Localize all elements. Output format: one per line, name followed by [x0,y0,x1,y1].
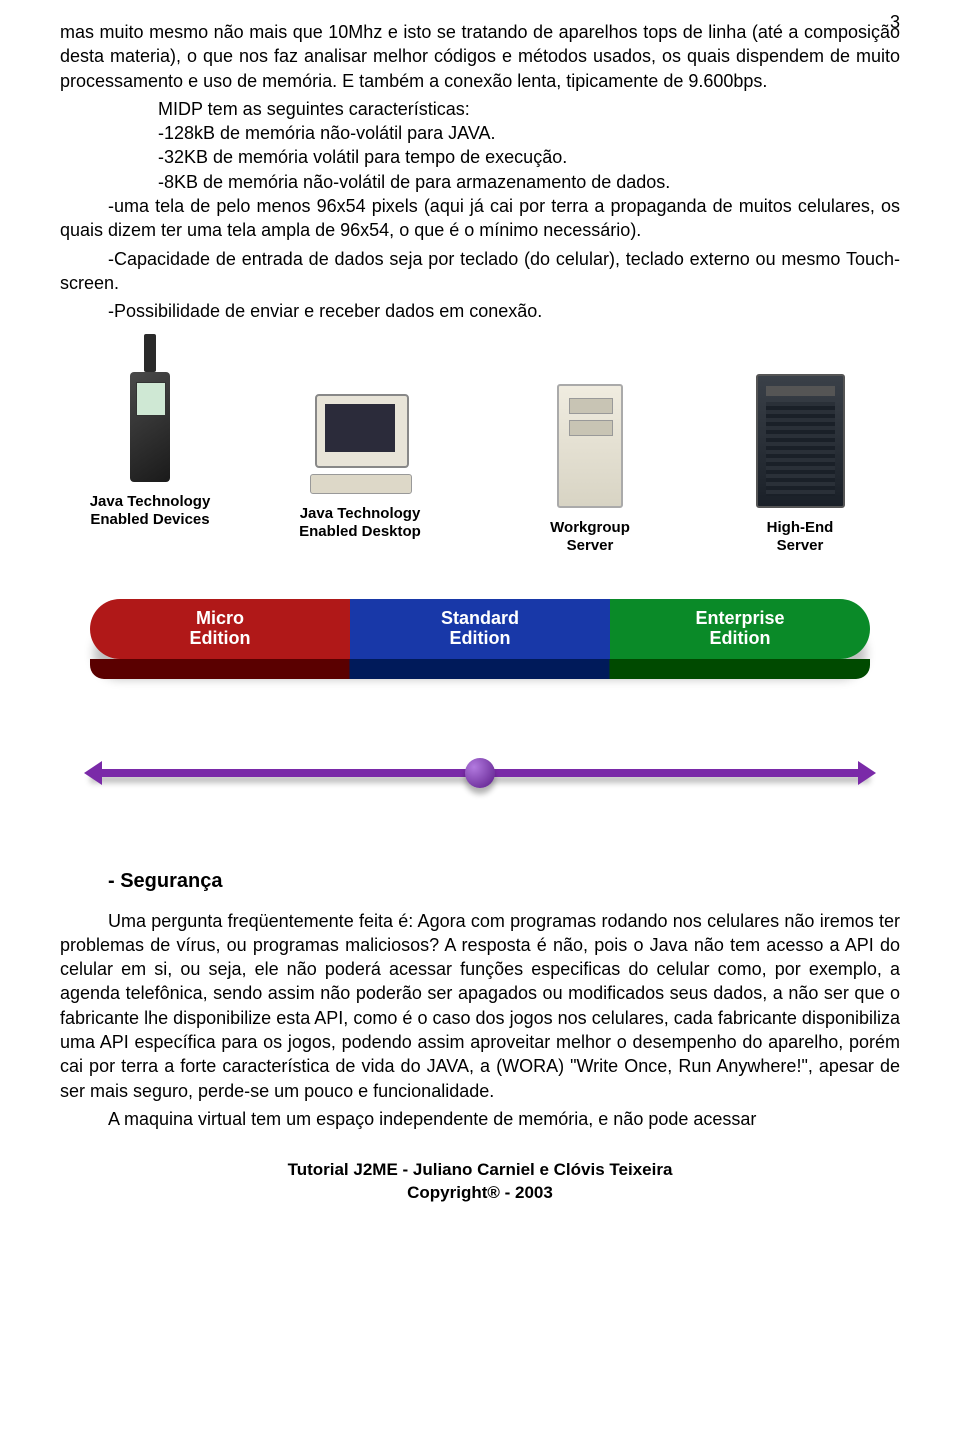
device-label-workgroup: Workgroup Server [515,519,665,555]
edition-standard: Standard Edition [350,599,610,659]
edition-bar: Micro Edition Standard Edition Enterpris… [90,599,870,694]
midp-bullet-2: -32KB de memória volátil para tempo de e… [60,145,900,169]
paragraph-input: -Capacidade de entrada de dados seja por… [60,247,900,296]
edition-micro: Micro Edition [90,599,350,659]
security-paragraph-1: Uma pergunta freqüentemente feita é: Ago… [60,909,900,1103]
device-label-desktop: Java Technology Enabled Desktop [270,505,450,541]
high-end-server-icon [756,374,845,508]
paragraph-intro: mas muito mesmo não mais que 10Mhz e ist… [60,20,900,93]
footer-line-2: Copyright® - 2003 [60,1182,900,1205]
footer-line-1: Tutorial J2ME - Juliano Carniel e Clóvis… [60,1159,900,1182]
midp-bullet-3: -8KB de memória não-volátil de para arma… [60,170,900,194]
paragraph-conn: -Possibilidade de enviar e receber dados… [60,299,900,323]
midp-bullet-1: -128kB de memória não-volátil para JAVA. [60,121,900,145]
scale-knob [465,758,495,788]
device-label-highend: High-End Server [720,519,880,555]
paragraph-screen: -uma tela de pelo menos 96x54 pixels (aq… [60,194,900,243]
desktop-icon [305,394,415,494]
midp-intro: MIDP tem as seguintes características: [60,97,900,121]
section-heading-seguranca: - Segurança [108,870,900,893]
edition-enterprise: Enterprise Edition [610,599,870,659]
mobile-device-icon [130,372,170,482]
workgroup-server-icon [557,384,623,508]
security-paragraph-2: A maquina virtual tem um espaço independ… [60,1107,900,1131]
java-editions-diagram: Java Technology Enabled Devices Java Tec… [60,354,900,834]
device-label-mobile: Java Technology Enabled Devices [70,493,230,529]
page-number: 3 [890,12,900,33]
